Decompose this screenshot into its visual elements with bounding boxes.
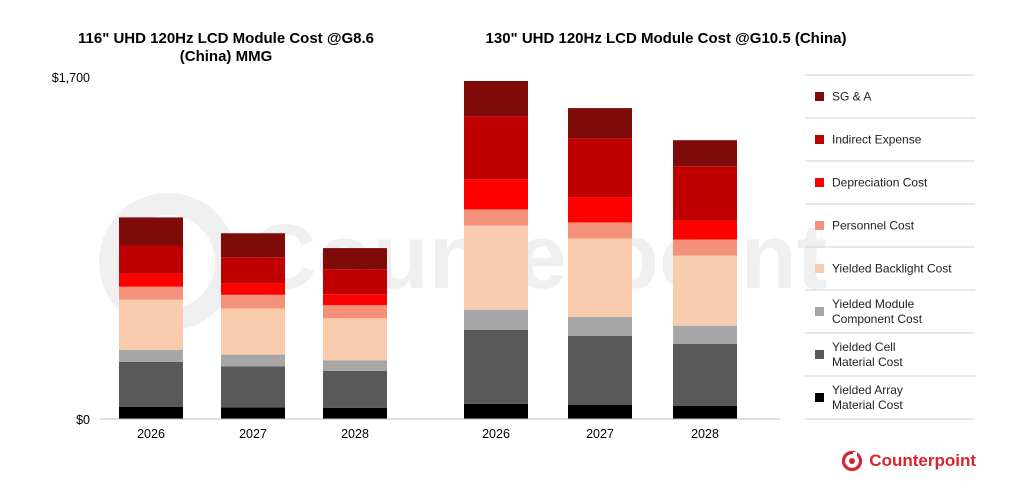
bar-segment [673,405,737,419]
bar-segment [323,305,387,319]
legend-swatch [815,135,824,144]
legend: SG & A Indirect Expense Depreciation Cost P… [805,74,975,420]
chart-title-left-line-1: 116" UHD 120Hz LCD Module Cost @G8.6 [78,30,374,47]
bar-segment [221,233,285,258]
x-tick-label: 2028 [691,427,719,441]
legend-swatch [815,221,824,230]
bar-segment [323,370,387,408]
bar-segment [221,366,285,408]
bar-segment [119,406,183,419]
bar-segment [673,255,737,326]
bar-segment [119,349,183,362]
bar-segment [464,225,528,310]
bar-segment [464,309,528,330]
legend-swatch [815,307,824,316]
bar-segment [221,407,285,419]
chart-title-right: 130" UHD 120Hz LCD Module Cost @G10.5 (C… [486,30,847,47]
bar-segment [464,116,528,180]
bar-segment [464,209,528,226]
legend-label: SG & A [832,90,871,104]
chart-title-left-line-2: (China) MMG [180,48,272,65]
bar-marks [119,81,737,419]
legend-label: Depreciation Cost [832,176,928,190]
bar-segment [323,269,387,295]
bar-segment [568,316,632,336]
legend-label: Yielded Module [832,297,915,311]
bar-segment [119,286,183,300]
bar-segment [568,335,632,405]
x-tick-labels: 2026 2027 2028 2026 2027 2028 [137,427,719,441]
x-tick-label: 2026 [137,427,165,441]
bar-segment [323,248,387,270]
bar-segment [568,238,632,317]
bar-segment [221,308,285,355]
brand-logo: Counterpoint [841,450,976,472]
legend-swatch [815,92,824,101]
y-tick-zero: $0 [76,413,90,427]
bar-segment [673,220,737,240]
bar-segment [568,138,632,198]
x-tick-label: 2027 [239,427,267,441]
legend-swatch [815,350,824,359]
bar-segment [673,343,737,406]
bar-segment [568,108,632,139]
bar-segment [568,222,632,239]
legend-label: Component Cost [832,312,923,326]
legend-swatch [815,178,824,187]
bar-segment [673,140,737,167]
bar-segment [464,403,528,419]
bar-segment [323,407,387,419]
bar-segment [673,239,737,256]
y-tick-max: $1,700 [52,71,90,85]
bar-segment [221,294,285,309]
brand-name: Counterpoint [869,451,976,470]
bar-segment [119,273,183,287]
bar-segment [221,283,285,295]
x-tick-label: 2028 [341,427,369,441]
legend-label: Yielded Array [832,383,903,397]
legend-label: Material Cost [832,398,903,412]
bar-segment [119,361,183,407]
bar-segment [673,166,737,221]
bar-segment [464,179,528,210]
x-tick-label: 2027 [586,427,614,441]
x-tick-label: 2026 [482,427,510,441]
bar-segment [673,325,737,344]
bar-segment [323,318,387,361]
legend-label: Yielded Backlight Cost [832,262,952,276]
legend-label: Material Cost [832,355,903,369]
bar-segment [221,257,285,284]
legend-label: Indirect Expense [832,133,922,147]
bar-segment [464,81,528,117]
bar-segment [568,404,632,419]
legend-swatch [815,393,824,402]
bar-segment [323,294,387,306]
bar-segment [323,360,387,371]
legend-label: Yielded Cell [832,340,896,354]
bar-segment [221,354,285,367]
bar-segment [568,197,632,223]
bar-segment [119,245,183,274]
bar-segment [119,299,183,350]
legend-swatch [815,264,824,273]
legend-label: Personnel Cost [832,219,915,233]
counterpoint-logo-icon [842,450,863,472]
bar-segment [464,329,528,404]
bar-segment [119,217,183,246]
